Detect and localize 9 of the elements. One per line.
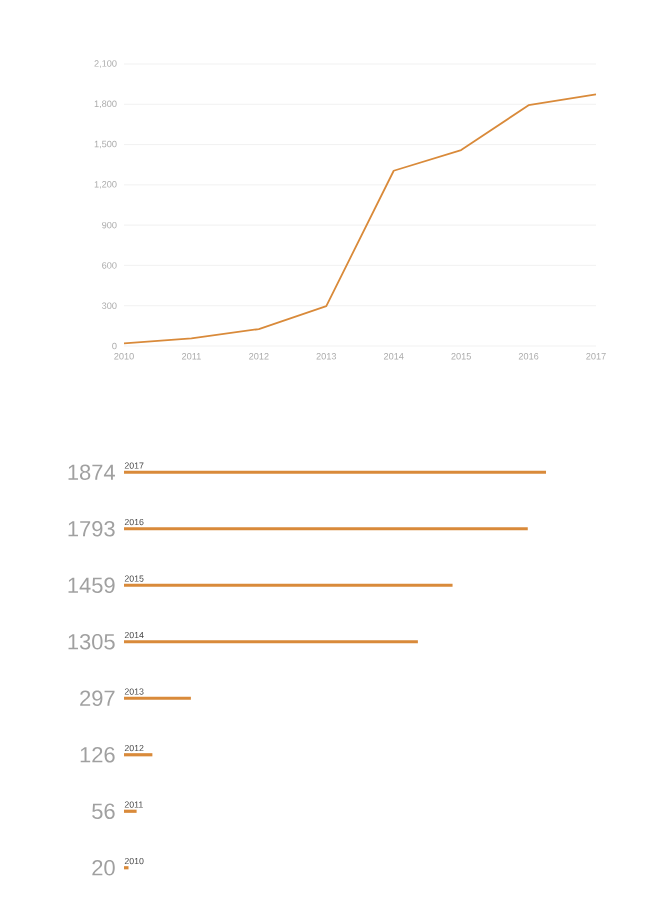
data-label: 1874 xyxy=(68,464,115,481)
data-label: 1305 xyxy=(68,634,115,650)
data-label: 1793 xyxy=(68,521,115,537)
data-label: 56 xyxy=(92,803,115,820)
data-label: 297 xyxy=(80,690,115,707)
data-label: 126 xyxy=(80,747,115,763)
data-label: 20 xyxy=(92,860,115,876)
line-series xyxy=(123,93,597,345)
data-label: 1459 xyxy=(68,577,115,594)
